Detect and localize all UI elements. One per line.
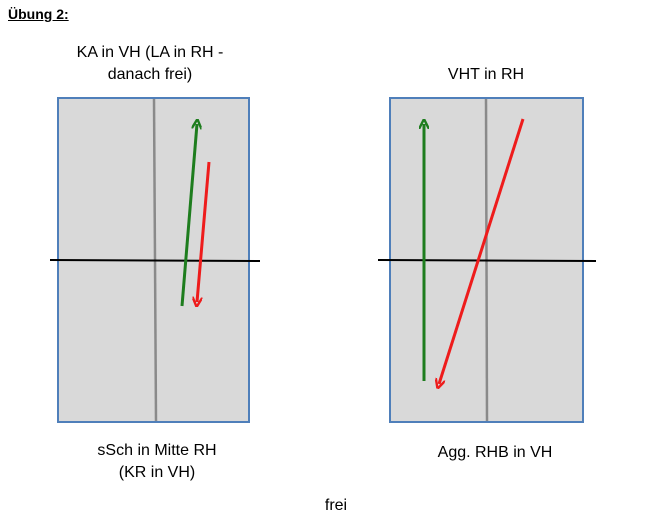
left-court [49,97,261,423]
left-red-arrow [197,161,211,302]
left-net-line [49,259,261,262]
exercise-heading: Übung 2: [8,6,69,22]
left-panel-bottom-caption: sSch in Mitte RH (KR in VH) [62,440,252,484]
left-bottom-caption-line-1: sSch in Mitte RH [97,442,217,459]
footer-caption: frei [324,497,348,514]
left-green-arrow [180,124,197,307]
right-court [377,97,597,423]
right-panel-bottom-caption: Agg. RHB in VH [400,442,590,464]
left-panel-top-caption: KA in VH (LA in RH - danach frei) [40,42,260,86]
right-net-line [377,259,597,262]
right-bottom-caption-line-1: Agg. RHB in VH [437,444,553,461]
left-top-caption-line-1: KA in VH (LA in RH - [76,44,224,61]
right-red-arrow [439,118,525,384]
right-panel-top-caption: VHT in RH [386,64,586,86]
left-bottom-caption-line-2: (KR in VH) [118,464,196,481]
left-top-caption-line-2: danach frei) [107,66,193,83]
right-top-caption-line-1: VHT in RH [447,66,525,83]
